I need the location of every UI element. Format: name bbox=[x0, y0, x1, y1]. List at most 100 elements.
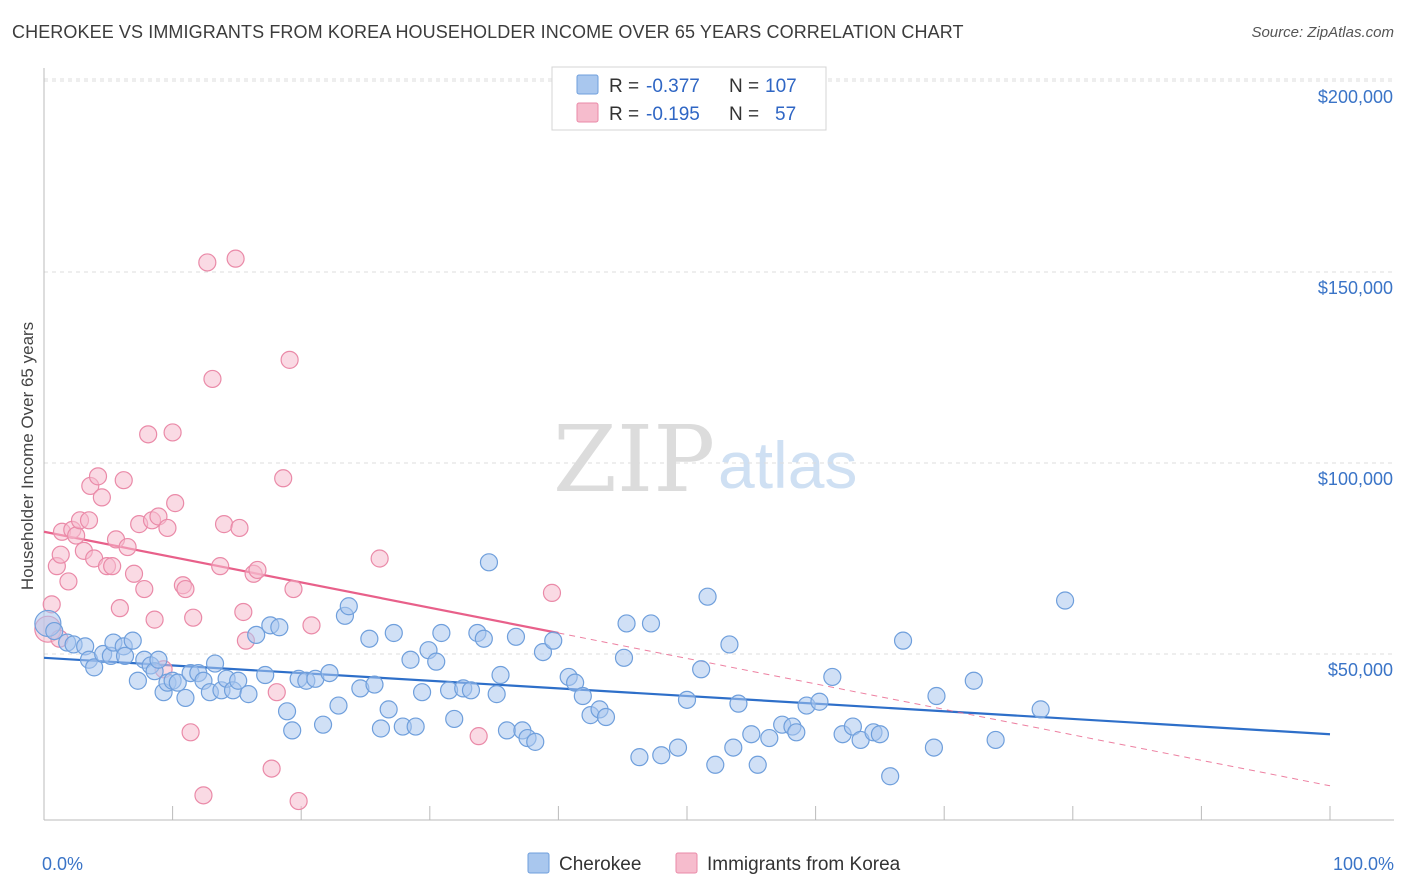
cherokee-point-56 bbox=[412, 683, 432, 702]
cherokee-point-27 bbox=[205, 654, 225, 673]
korea-point-54 bbox=[302, 616, 321, 635]
bottom-legend-label-cherokee: Cherokee bbox=[559, 854, 641, 875]
cherokee-point-116 bbox=[1055, 591, 1075, 610]
y-tick-label-0: $50,000 bbox=[1328, 660, 1393, 680]
legend-swatch-cherokee bbox=[576, 74, 599, 95]
cherokee-point-111 bbox=[924, 738, 944, 757]
x-tick-label-min: 0.0% bbox=[42, 854, 83, 874]
cherokee-point-86 bbox=[652, 746, 671, 765]
cherokee-point-70 bbox=[506, 627, 526, 646]
korea-point-22 bbox=[124, 564, 144, 583]
cherokee-point-110 bbox=[893, 631, 913, 650]
legend-n-label-2: N = bbox=[729, 104, 759, 125]
y-axis-label: Householder Income Over 65 years bbox=[18, 322, 37, 590]
cherokee-point-6 bbox=[85, 658, 104, 677]
cherokee-point-43 bbox=[320, 663, 339, 683]
cherokee-point-51 bbox=[379, 700, 398, 719]
korea-point-17 bbox=[103, 557, 122, 576]
korea-point-57 bbox=[542, 583, 562, 602]
korea-point-56 bbox=[469, 727, 488, 746]
cherokee-point-75 bbox=[544, 631, 563, 650]
cherokee-point-49 bbox=[365, 675, 384, 694]
data-points bbox=[34, 249, 1075, 811]
korea-point-6 bbox=[59, 572, 78, 591]
korea-point-30 bbox=[158, 518, 177, 538]
cherokee-point-73 bbox=[526, 732, 545, 751]
cherokee-point-61 bbox=[445, 709, 464, 729]
korea-point-37 bbox=[194, 786, 213, 805]
cherokee-point-112 bbox=[927, 686, 946, 706]
cherokee-point-93 bbox=[724, 738, 743, 757]
cherokee-point-69 bbox=[497, 721, 517, 740]
cherokee-point-1 bbox=[45, 621, 64, 641]
korea-point-31 bbox=[163, 423, 182, 442]
cherokee-point-85 bbox=[641, 614, 661, 633]
cherokee-point-74 bbox=[533, 642, 553, 662]
korea-point-11 bbox=[79, 511, 99, 530]
cherokee-point-22 bbox=[176, 688, 195, 708]
watermark-zip: ZIP bbox=[553, 406, 715, 513]
cherokee-point-88 bbox=[677, 690, 697, 709]
cherokee-point-32 bbox=[239, 685, 258, 704]
cherokee-point-87 bbox=[668, 738, 688, 757]
grid bbox=[44, 78, 1394, 655]
cherokee-point-17 bbox=[149, 650, 168, 669]
watermark-atlas: atlas bbox=[718, 428, 857, 502]
korea-point-43 bbox=[230, 518, 249, 538]
chart-source: Source: ZipAtlas.com bbox=[1251, 24, 1394, 41]
korea-point-40 bbox=[211, 557, 230, 576]
cherokee-point-108 bbox=[870, 725, 890, 744]
korea-point-52 bbox=[284, 579, 303, 599]
korea-point-21 bbox=[118, 537, 137, 557]
cherokee-point-50 bbox=[371, 719, 391, 738]
cherokee-point-78 bbox=[573, 686, 592, 706]
cherokee-point-97 bbox=[760, 728, 779, 748]
legend-n-label-1: N = bbox=[729, 76, 759, 97]
korea-point-50 bbox=[274, 469, 293, 488]
korea-point-49 bbox=[267, 683, 286, 702]
y-tick-label-2: $150,000 bbox=[1318, 278, 1393, 298]
korea-point-27 bbox=[145, 610, 164, 629]
cherokee-point-46 bbox=[339, 597, 358, 616]
cherokee-point-38 bbox=[283, 721, 302, 740]
korea-point-51 bbox=[280, 350, 299, 369]
legend-r-label-1: R = bbox=[609, 76, 639, 97]
korea-point-19 bbox=[110, 599, 129, 618]
y-tick-label-3: $200,000 bbox=[1318, 87, 1393, 107]
cherokee-point-31 bbox=[229, 671, 248, 690]
korea-point-25 bbox=[139, 425, 158, 444]
korea-point-14 bbox=[88, 467, 108, 486]
cherokee-point-113 bbox=[964, 671, 983, 690]
cherokee-point-91 bbox=[706, 755, 725, 774]
cherokee-point-58 bbox=[427, 652, 446, 671]
y-tick-label-1: $100,000 bbox=[1318, 469, 1393, 489]
cherokee-point-55 bbox=[406, 717, 425, 736]
korea-point-4 bbox=[51, 545, 70, 564]
cherokee-point-12 bbox=[123, 631, 142, 650]
cherokee-point-48 bbox=[360, 629, 379, 648]
korea-point-48 bbox=[262, 759, 281, 778]
cherokee-point-36 bbox=[270, 618, 289, 637]
korea-point-34 bbox=[176, 579, 195, 599]
bottom-legend-label-korea: Immigrants from Korea bbox=[707, 854, 901, 875]
y-tick-labels: $50,000 $100,000 $150,000 $200,000 bbox=[1318, 87, 1393, 680]
cherokee-point-90 bbox=[698, 587, 717, 606]
korea-point-55 bbox=[370, 549, 389, 568]
cherokee-point-44 bbox=[329, 696, 348, 715]
cherokee-point-59 bbox=[432, 623, 451, 643]
cherokee-point-67 bbox=[487, 685, 506, 704]
cherokee-point-82 bbox=[614, 648, 634, 667]
cherokee-point-42 bbox=[313, 715, 333, 734]
korea-point-24 bbox=[135, 579, 154, 599]
legend-n-value-2: 57 bbox=[775, 104, 796, 125]
korea-point-47 bbox=[248, 560, 267, 580]
cherokee-point-66 bbox=[479, 553, 499, 572]
bottom-legend-swatch-cherokee bbox=[527, 852, 550, 874]
legend-swatch-korea bbox=[576, 102, 599, 123]
cherokee-point-102 bbox=[810, 692, 829, 711]
korea-point-36 bbox=[184, 608, 203, 627]
korea-point-32 bbox=[166, 494, 185, 513]
cherokee-point-77 bbox=[566, 673, 585, 692]
cherokee-point-94 bbox=[729, 694, 748, 713]
